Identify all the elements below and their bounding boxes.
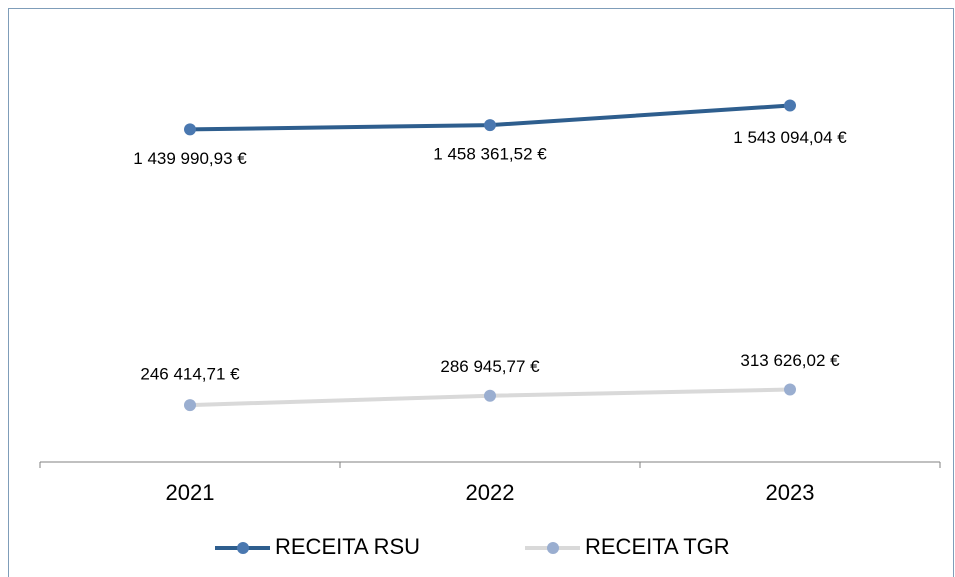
legend-label: RECEITA RSU bbox=[275, 534, 420, 559]
point bbox=[484, 389, 496, 402]
legend-marker bbox=[237, 542, 249, 554]
x-tick-label: 2022 bbox=[466, 480, 515, 505]
point bbox=[184, 399, 196, 412]
data-label: 1 458 361,52 € bbox=[433, 145, 547, 164]
legend-label: RECEITA TGR bbox=[585, 534, 730, 559]
point bbox=[484, 119, 496, 132]
point bbox=[784, 99, 796, 112]
data-label: 286 945,77 € bbox=[440, 357, 540, 376]
data-label: 1 439 990,93 € bbox=[133, 149, 247, 168]
legend-marker bbox=[547, 542, 559, 554]
frame bbox=[8, 8, 954, 577]
data-label: 313 626,02 € bbox=[740, 351, 840, 370]
data-label: 1 543 094,04 € bbox=[733, 128, 847, 147]
data-label: 246 414,71 € bbox=[140, 365, 240, 384]
x-tick-label: 2021 bbox=[166, 480, 215, 505]
point bbox=[784, 383, 796, 396]
point bbox=[184, 123, 196, 136]
x-tick-label: 2023 bbox=[766, 480, 815, 505]
